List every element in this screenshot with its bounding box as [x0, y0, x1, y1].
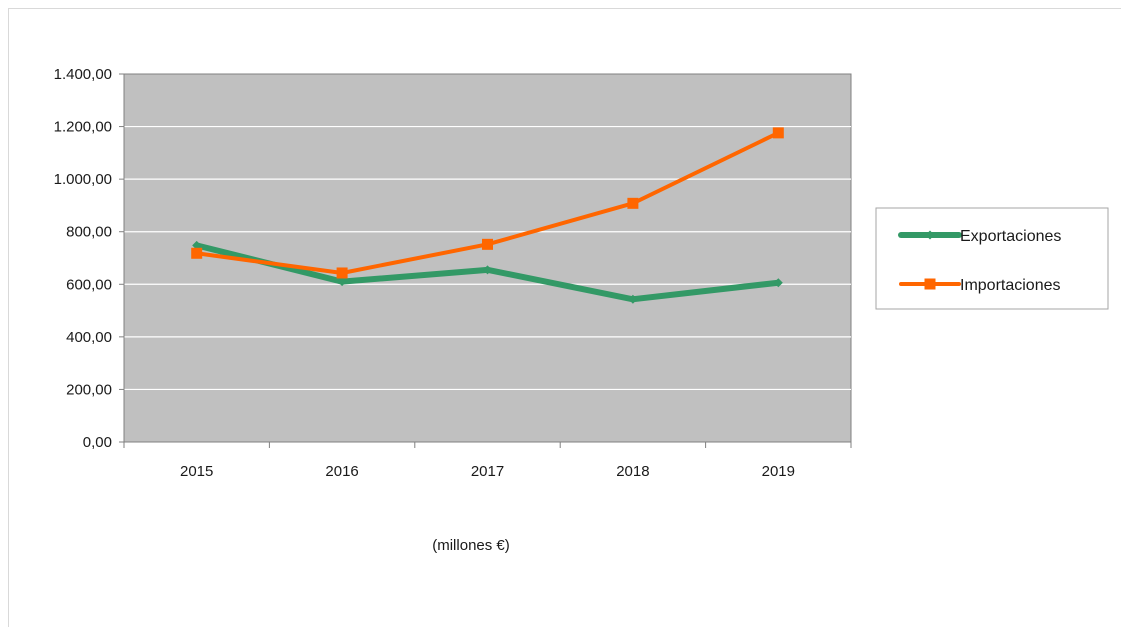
- legend: Exportaciones Importaciones: [875, 207, 1109, 310]
- data-point-exportaciones: [773, 278, 783, 288]
- data-point-importaciones: [482, 238, 493, 250]
- legend-box: [875, 207, 1109, 310]
- legend-marker-exportaciones: [925, 230, 935, 240]
- data-point-importaciones: [772, 127, 784, 139]
- y-tick-label: 400,00: [66, 329, 112, 346]
- legend-label-exportaciones: Exportaciones: [960, 228, 1061, 245]
- series-exportaciones: [192, 240, 783, 304]
- y-tick-label: 600,00: [66, 276, 112, 293]
- data-point-importaciones: [627, 197, 639, 209]
- data-point-importaciones: [191, 247, 203, 259]
- axes: 0,00 200,00 400,00 600,00 800,00 1.000,00 1.20…: [54, 66, 852, 480]
- y-tick-label: 200,00: [66, 381, 112, 398]
- x-tick-label: 2019: [762, 463, 795, 480]
- legend-item-exportaciones: Exportaciones: [898, 228, 1061, 245]
- series-lines: [191, 127, 784, 304]
- legend-item-importaciones: Importaciones: [899, 277, 1061, 294]
- series-importaciones: [191, 127, 784, 279]
- x-tick-label: 2018: [616, 463, 649, 480]
- gridlines: [124, 125, 851, 391]
- y-tick-label: 0,00: [83, 434, 112, 451]
- unit-label: (millones €): [432, 537, 510, 554]
- x-tick-label: 2017: [471, 463, 504, 480]
- data-point-exportaciones: [628, 294, 638, 304]
- data-point-importaciones: [336, 267, 348, 279]
- chart-frame: [8, 8, 1121, 627]
- y-tick-label: 1.000,00: [54, 171, 112, 188]
- y-tick-label: 800,00: [66, 224, 112, 241]
- x-tick-label: 2016: [325, 463, 358, 480]
- legend-label-importaciones: Importaciones: [960, 277, 1061, 294]
- data-point-exportaciones: [337, 277, 347, 287]
- data-point-exportaciones: [483, 265, 492, 275]
- y-tick-label: 1.400,00: [54, 66, 112, 83]
- legend-marker-importaciones: [924, 278, 936, 290]
- y-tick-label: 1.200,00: [54, 119, 112, 136]
- data-point-exportaciones: [192, 240, 202, 250]
- x-tick-label: 2015: [180, 463, 213, 480]
